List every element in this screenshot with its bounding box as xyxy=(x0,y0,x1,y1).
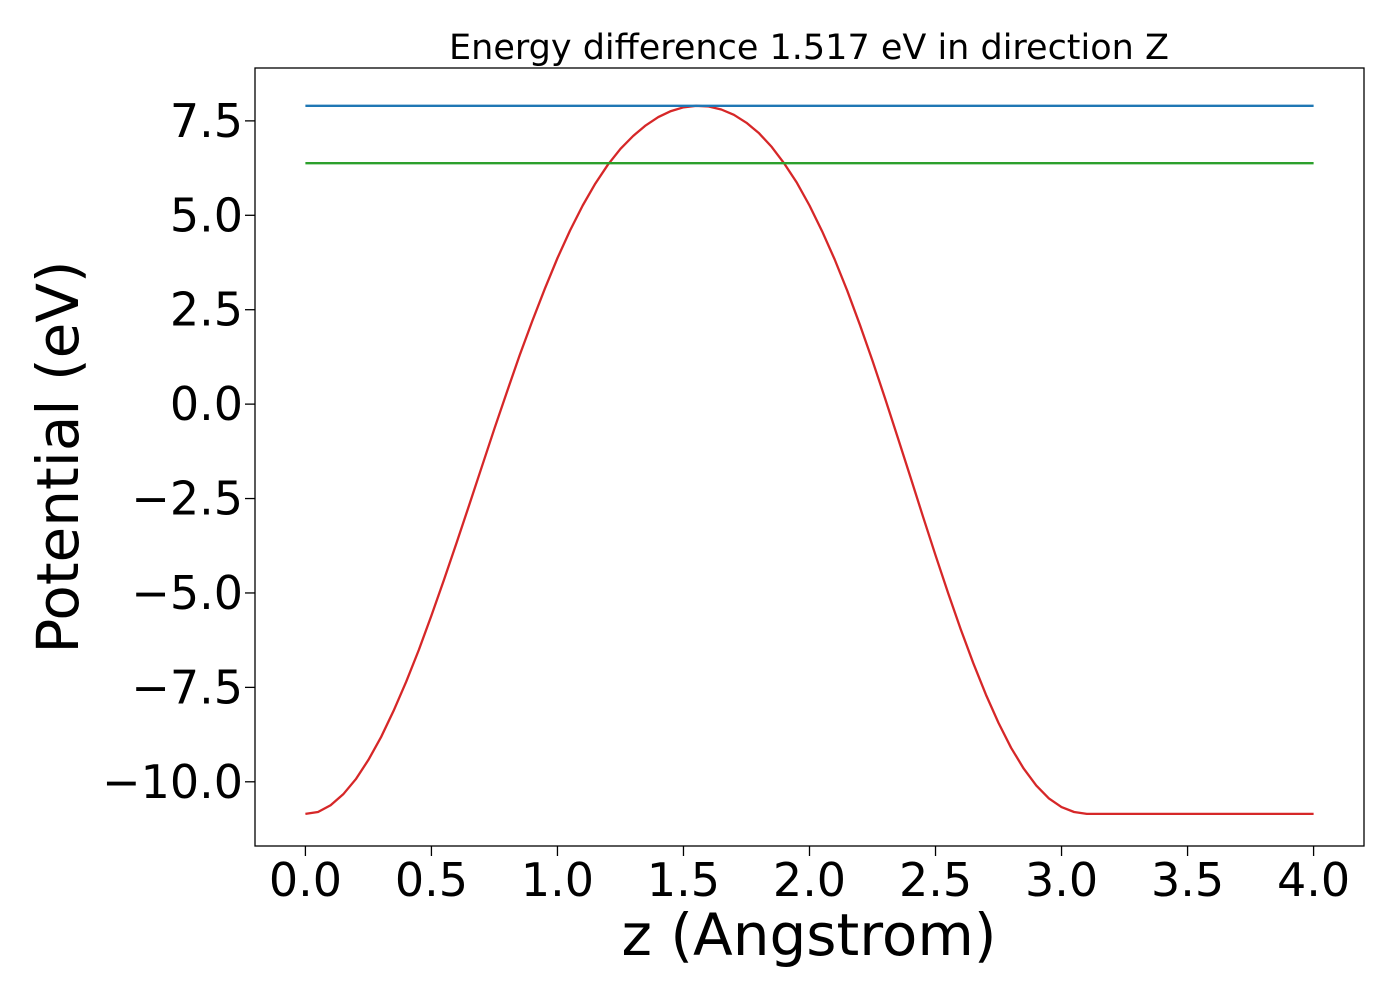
potential-curve-line xyxy=(305,104,1314,816)
x-tick-label: 4.0 xyxy=(1277,853,1350,907)
x-tick-label: 3.5 xyxy=(1151,853,1224,907)
plot-frame xyxy=(254,67,1365,847)
y-tick-label: 2.5 xyxy=(170,283,243,337)
x-tick-label: 0.0 xyxy=(269,853,342,907)
x-tick-label: 0.5 xyxy=(395,853,468,907)
y-tick-label: −5.0 xyxy=(131,566,243,620)
y-axis-label: Potential (eV) xyxy=(24,260,92,653)
y-tick-label: −7.5 xyxy=(131,660,243,714)
x-tick-label: 3.0 xyxy=(1025,853,1098,907)
x-tick-label: 1.0 xyxy=(521,853,594,907)
y-tick-label: −10.0 xyxy=(102,755,243,809)
chart-title: Energy difference 1.517 eV in direction … xyxy=(449,28,1169,68)
x-tick-label: 2.5 xyxy=(899,853,972,907)
y-tick-label: 5.0 xyxy=(170,188,243,242)
y-tick-label: 7.5 xyxy=(170,94,243,148)
y-tick-label: −2.5 xyxy=(131,472,243,526)
x-axis-label: z (Angstrom) xyxy=(622,901,997,969)
x-tick-label: 2.0 xyxy=(773,853,846,907)
y-tick-label: 0.0 xyxy=(170,377,243,431)
plot-area xyxy=(305,104,1314,816)
x-tick-label: 1.5 xyxy=(647,853,720,907)
